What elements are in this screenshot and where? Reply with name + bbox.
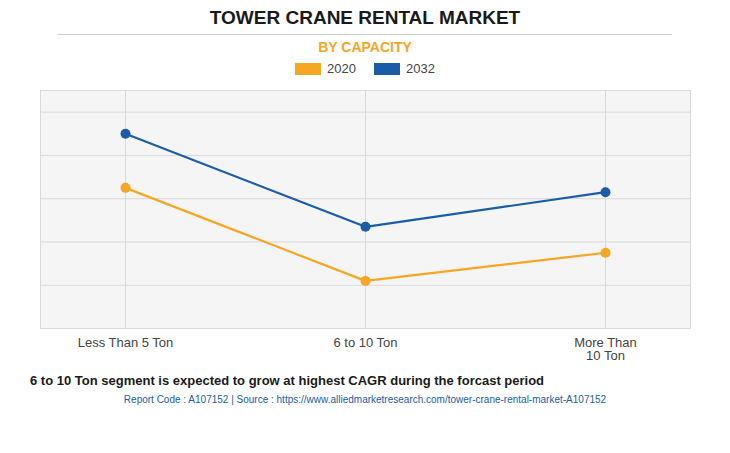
html-text:2020: 2020: [327, 61, 356, 76]
svg-text:More Than10 Ton: More Than10 Ton: [574, 335, 637, 363]
svg-text:6 to 10 Ton: 6 to 10 Ton: [333, 335, 397, 350]
html-text:2032: 2032: [406, 61, 435, 76]
html-text:Report Code : A107152 | Source: Report Code : A107152 | Source : https:/…: [123, 394, 607, 405]
html-text:BY CAPACITY: BY CAPACITY: [318, 39, 412, 55]
svg-text:Less Than 5 Ton: Less Than 5 Ton: [78, 335, 174, 350]
html-text:TOWER CRANE RENTAL MARKET: TOWER CRANE RENTAL MARKET: [209, 7, 521, 28]
html-text:6 to 10 Ton segment is expecte: 6 to 10 Ton segment is expected to grow …: [30, 373, 544, 388]
